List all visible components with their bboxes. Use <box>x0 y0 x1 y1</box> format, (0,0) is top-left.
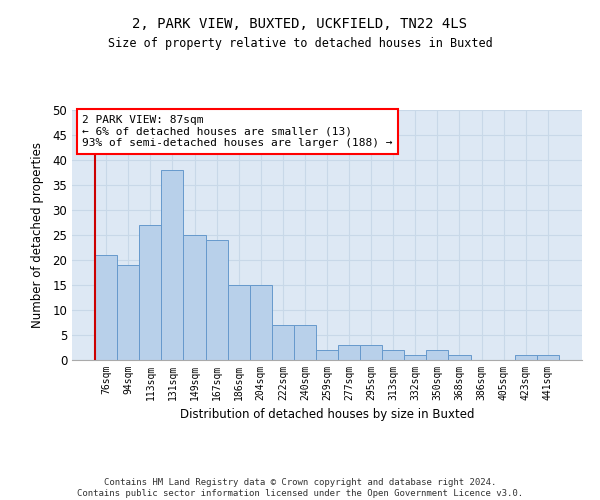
Bar <box>161 170 184 360</box>
Bar <box>448 355 470 360</box>
Text: 2, PARK VIEW, BUXTED, UCKFIELD, TN22 4LS: 2, PARK VIEW, BUXTED, UCKFIELD, TN22 4LS <box>133 18 467 32</box>
Bar <box>139 225 161 360</box>
Y-axis label: Number of detached properties: Number of detached properties <box>31 142 44 328</box>
Bar <box>250 285 272 360</box>
Bar <box>404 355 427 360</box>
Bar <box>316 350 338 360</box>
Bar <box>117 265 139 360</box>
Bar <box>382 350 404 360</box>
Bar <box>294 325 316 360</box>
Bar <box>272 325 294 360</box>
Text: Size of property relative to detached houses in Buxted: Size of property relative to detached ho… <box>107 38 493 51</box>
Bar <box>338 345 360 360</box>
Bar <box>227 285 250 360</box>
Bar <box>184 235 206 360</box>
Bar <box>206 240 227 360</box>
Bar <box>537 355 559 360</box>
X-axis label: Distribution of detached houses by size in Buxted: Distribution of detached houses by size … <box>180 408 474 422</box>
Bar <box>95 255 117 360</box>
Bar <box>427 350 448 360</box>
Bar <box>360 345 382 360</box>
Bar <box>515 355 537 360</box>
Text: 2 PARK VIEW: 87sqm
← 6% of detached houses are smaller (13)
93% of semi-detached: 2 PARK VIEW: 87sqm ← 6% of detached hous… <box>82 115 392 148</box>
Text: Contains HM Land Registry data © Crown copyright and database right 2024.
Contai: Contains HM Land Registry data © Crown c… <box>77 478 523 498</box>
